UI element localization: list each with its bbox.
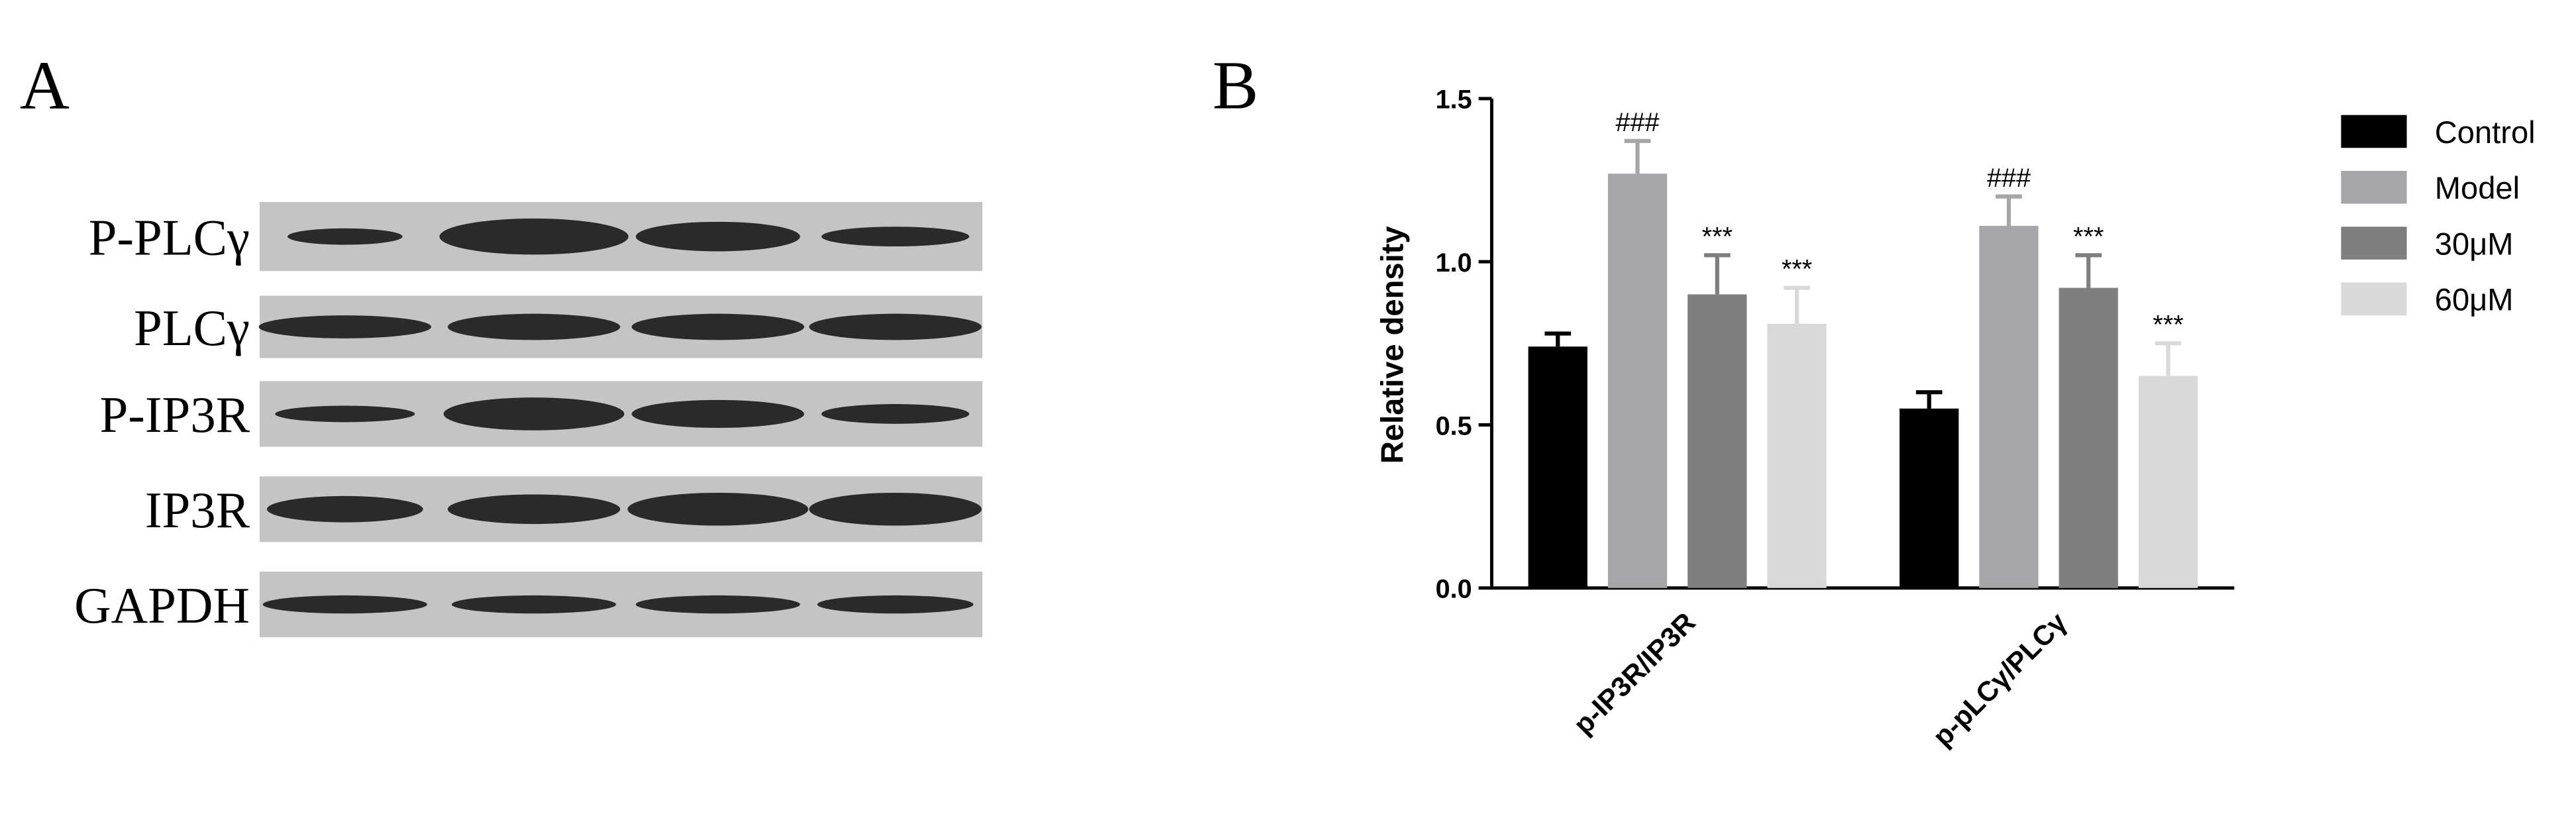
band xyxy=(817,595,974,614)
band xyxy=(447,494,621,525)
legend-label: 60μM xyxy=(2435,282,2514,317)
band xyxy=(631,399,804,429)
band xyxy=(287,228,403,245)
band xyxy=(275,405,415,423)
bar xyxy=(1979,225,2039,588)
band xyxy=(809,313,982,340)
bar xyxy=(1767,323,1827,588)
blot-label: IP3R xyxy=(145,482,250,538)
band xyxy=(631,313,804,340)
annotation: ### xyxy=(1615,108,1659,137)
y-tick-label: 1.5 xyxy=(1436,85,1472,115)
legend-label: Control xyxy=(2435,115,2536,150)
band xyxy=(266,495,423,523)
panel-label: B xyxy=(1212,47,1258,124)
annotation: *** xyxy=(1782,255,1812,284)
annotation: *** xyxy=(2153,310,2183,339)
band xyxy=(439,218,629,255)
bar xyxy=(2138,376,2198,588)
annotation: *** xyxy=(1702,222,1733,251)
band xyxy=(635,595,800,614)
legend-swatch xyxy=(2341,170,2407,204)
band xyxy=(262,595,427,614)
legend-label: Model xyxy=(2435,170,2520,205)
blot-label: P-PLCγ xyxy=(89,209,250,266)
bar xyxy=(1528,346,1587,588)
y-axis-label: Relative density xyxy=(1375,226,1410,464)
x-tick-label: p-pLCγ/PLCγ xyxy=(1927,606,2073,752)
band xyxy=(809,492,982,526)
blot-label: PLCγ xyxy=(134,300,250,356)
band xyxy=(451,595,616,614)
bar xyxy=(1688,294,1747,588)
band xyxy=(443,397,625,431)
y-tick-label: 0.5 xyxy=(1436,411,1472,440)
bar xyxy=(1900,408,1959,588)
blot-label: P-IP3R xyxy=(100,387,250,443)
western-blot: P-PLCγ PLCγ P-IP3R IP3R GAPDH xyxy=(74,202,983,638)
annotation: *** xyxy=(2073,222,2104,251)
band xyxy=(821,404,969,424)
band xyxy=(447,313,621,340)
legend-swatch xyxy=(2341,282,2407,316)
legend-swatch xyxy=(2341,115,2407,148)
bar xyxy=(2059,287,2118,588)
band xyxy=(258,315,431,338)
band xyxy=(821,227,969,247)
legend-swatch xyxy=(2341,227,2407,260)
blot-label: GAPDH xyxy=(74,578,250,634)
y-tick-label: 1.0 xyxy=(1436,248,1472,278)
band xyxy=(635,221,800,252)
panel-label: A xyxy=(20,47,70,124)
y-tick-label: 0.0 xyxy=(1436,575,1472,604)
bar-chart: 0.0 0.5 1.0 1.5 ### *** *** p-IP3R/IP3R ### *** **… xyxy=(1436,85,2536,752)
bar xyxy=(1607,174,1668,588)
legend-label: 30μM xyxy=(2435,226,2514,261)
band xyxy=(627,492,808,526)
x-tick-label: p-IP3R/IP3R xyxy=(1568,606,1701,740)
annotation: ### xyxy=(1987,164,2031,193)
